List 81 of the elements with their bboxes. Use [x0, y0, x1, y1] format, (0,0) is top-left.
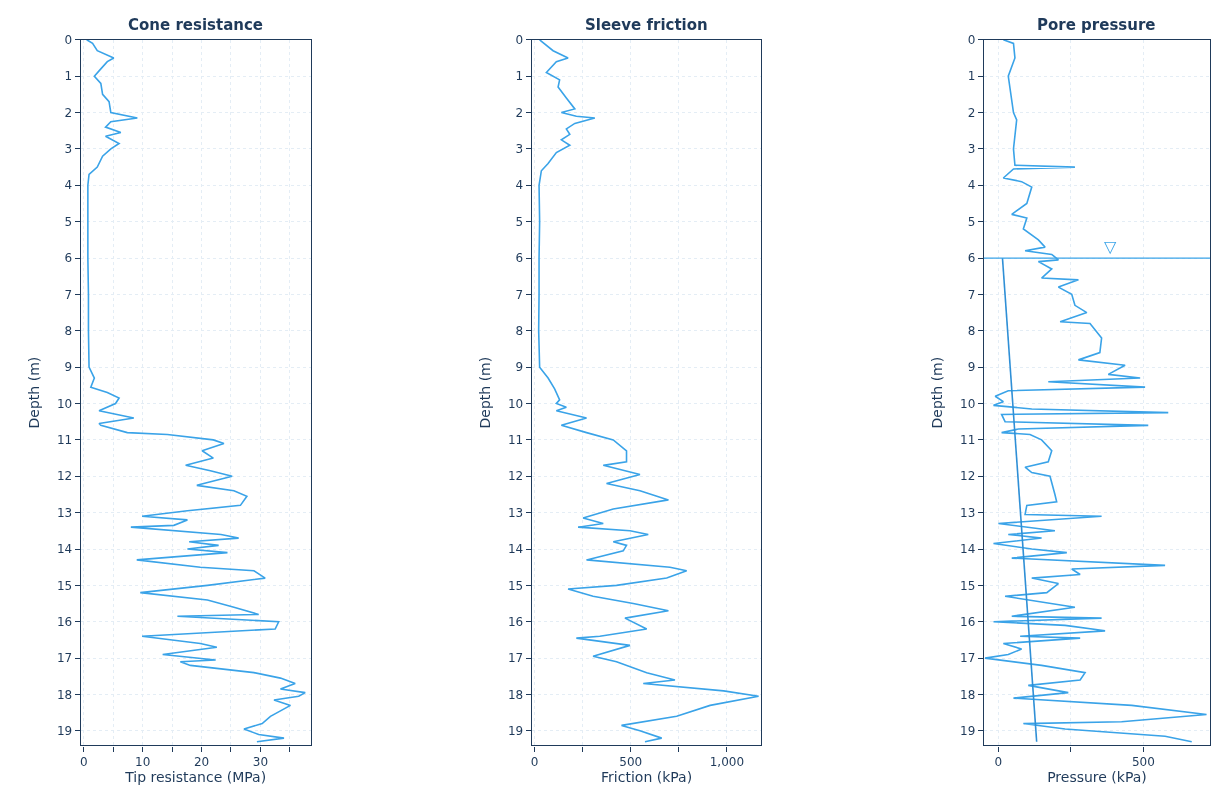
y-tick-label: 2 [967, 105, 976, 120]
y-axis-title: Depth (m) [928, 356, 945, 429]
x-tick-label: 10 [135, 754, 151, 769]
y-tick-label: 15 [56, 578, 73, 593]
y-tick-label: 4 [967, 178, 976, 193]
y-tick-label: 13 [56, 505, 73, 520]
y-tick-label: 5 [515, 214, 524, 229]
x-axis-title: Tip resistance (MPa) [124, 768, 267, 785]
y-tick-label: 17 [56, 651, 73, 666]
y-tick-label: 8 [515, 323, 524, 338]
y-axis-title: Depth (m) [476, 356, 493, 429]
y-tick-label: 6 [967, 251, 976, 266]
ref-line-label: ▽ [1104, 237, 1117, 256]
y-tick-label: 9 [515, 360, 524, 375]
y-tick-label: 11 [56, 433, 73, 448]
y-tick-label: 0 [967, 33, 976, 47]
x-tick-label: 1,000 [709, 754, 745, 769]
y-tick-label: 10 [960, 396, 976, 411]
y-tick-label: 4 [515, 178, 524, 193]
x-axis-title: Pressure (kPa) [1047, 768, 1147, 785]
y-tick-label: 19 [960, 724, 976, 739]
y-tick-label: 17 [960, 651, 976, 666]
y-tick-label: 1 [967, 69, 976, 84]
y-tick-label: 2 [515, 105, 524, 120]
x-tick-label: 0 [79, 754, 88, 769]
y-tick-label: 9 [64, 360, 73, 375]
y-tick-label: 4 [64, 178, 73, 193]
chart-title: Pore pressure [1037, 16, 1156, 34]
y-tick-label: 2 [64, 105, 73, 120]
y-tick-label: 7 [515, 287, 524, 302]
y-tick-label: 6 [64, 251, 73, 266]
y-tick-label: 3 [967, 142, 976, 157]
y-tick-label: 13 [507, 505, 524, 520]
y-tick-label: 14 [56, 542, 73, 557]
x-tick-label: 0 [994, 754, 1003, 769]
y-axis-title: Depth (m) [25, 356, 42, 429]
y-tick-label: 3 [64, 142, 73, 157]
y-tick-label: 5 [967, 214, 976, 229]
y-tick-label: 12 [507, 469, 524, 484]
y-tick-label: 7 [967, 287, 976, 302]
y-tick-label: 10 [507, 396, 524, 411]
y-tick-label: 8 [64, 323, 73, 338]
y-tick-label: 16 [960, 614, 976, 629]
y-tick-label: 16 [56, 614, 73, 629]
y-tick-label: 8 [967, 323, 976, 338]
y-tick-label: 11 [960, 433, 976, 448]
line-series [537, 39, 760, 743]
x-tick-label: 0 [530, 754, 539, 769]
y-tick-label: 14 [960, 542, 976, 557]
y-tick-label: 19 [507, 724, 524, 739]
y-tick-label: 14 [507, 542, 524, 557]
y-tick-label: 18 [960, 687, 976, 702]
y-tick-label: 0 [64, 33, 73, 47]
y-tick-label: 9 [967, 360, 976, 375]
y-tick-label: 19 [56, 724, 73, 739]
line-series [85, 39, 306, 743]
y-tick-label: 15 [507, 578, 524, 593]
y-tick-label: 3 [515, 142, 524, 157]
x-tick-label: 500 [1131, 754, 1155, 769]
y-tick-label: 5 [64, 214, 73, 229]
x-axis-title: Friction (kPa) [601, 768, 693, 785]
y-tick-label: 18 [507, 687, 524, 702]
y-tick-label: 7 [64, 287, 73, 302]
y-tick-label: 10 [56, 396, 73, 411]
y-tick-label: 16 [507, 614, 524, 629]
y-tick-label: 12 [960, 469, 976, 484]
y-tick-label: 17 [507, 651, 524, 666]
y-tick-label: 6 [515, 251, 524, 266]
y-tick-label: 11 [507, 433, 524, 448]
y-tick-label: 13 [960, 505, 976, 520]
chart-title: Cone resistance [128, 16, 263, 34]
x-tick-label: 500 [619, 754, 643, 769]
y-tick-label: 18 [56, 687, 73, 702]
chart-title: Sleeve friction [585, 16, 708, 34]
x-tick-label: 30 [252, 754, 269, 769]
y-tick-label: 1 [64, 69, 73, 84]
y-tick-label: 12 [56, 469, 73, 484]
y-tick-label: 0 [515, 33, 524, 47]
y-tick-label: 1 [515, 69, 524, 84]
y-tick-label: 15 [960, 578, 976, 593]
x-tick-label: 20 [193, 754, 210, 769]
